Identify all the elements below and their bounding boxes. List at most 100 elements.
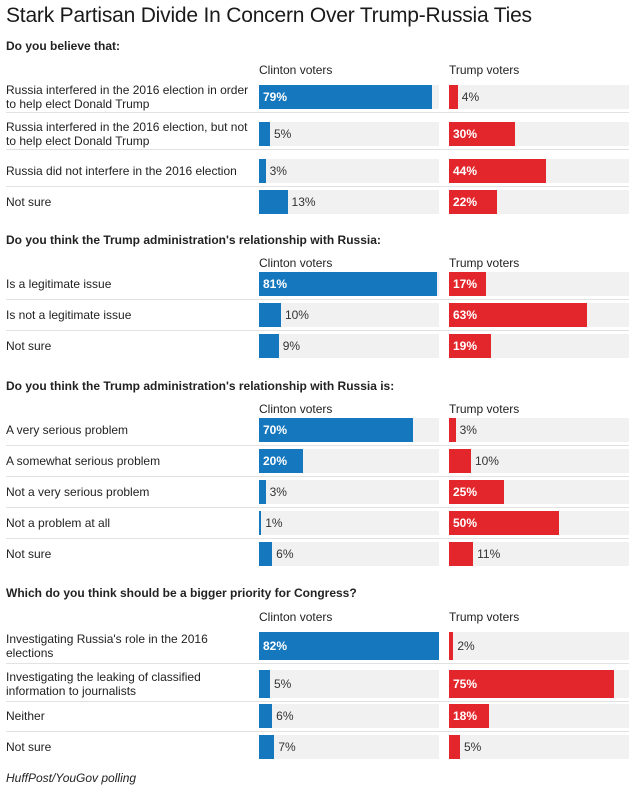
bar-track: 9% (259, 334, 439, 358)
trump-bar (449, 511, 559, 535)
category-label: Russia interfered in the 2016 election, … (6, 120, 248, 148)
bar-track: 63% (449, 303, 629, 327)
bar-track: 79% (259, 85, 439, 109)
question-title: Do you think the Trump administration's … (6, 379, 395, 393)
clinton-bar (259, 449, 303, 473)
bar-track: 17% (449, 272, 629, 296)
series-header-trump: Trump voters (449, 63, 520, 77)
value-label: 4% (461, 90, 480, 104)
table-row: Russia interfered in the 2016 election, … (6, 119, 629, 149)
clinton-bar (259, 511, 262, 535)
chart-title: Stark Partisan Divide In Concern Over Tr… (6, 4, 532, 27)
trump-bar (449, 159, 546, 183)
trump-bar (449, 303, 588, 327)
trump-bar (449, 85, 458, 109)
row-divider (6, 663, 629, 664)
value-label: 9% (282, 339, 301, 353)
value-label: 81% (263, 277, 288, 291)
bar-track: 4% (449, 85, 629, 109)
bar-track: 10% (449, 449, 629, 473)
table-row: Not sure 13% 22% (6, 187, 629, 217)
bar-track: 3% (449, 418, 629, 442)
trump-bar (449, 704, 489, 728)
clinton-bar (259, 334, 279, 358)
table-row: Neither 6% 18% (6, 701, 629, 731)
row-divider (6, 445, 629, 446)
value-label: 3% (269, 485, 287, 499)
trump-bar (449, 122, 515, 146)
bar-track: 6% (259, 704, 439, 728)
value-label: 7% (278, 740, 296, 754)
bar-track: 70% (259, 418, 439, 442)
bar-track: 81% (259, 272, 439, 296)
series-header-trump: Trump voters (449, 402, 520, 416)
table-row: Not a problem at all 1% 50% (6, 508, 629, 538)
series-header-trump: Trump voters (449, 256, 520, 270)
category-label: A very serious problem (6, 423, 129, 437)
row-divider (6, 538, 629, 539)
value-label: 22% (453, 195, 478, 209)
series-header-clinton: Clinton voters (259, 256, 333, 270)
value-label: 79% (263, 90, 288, 104)
row-divider (6, 299, 629, 300)
bar-track: 19% (449, 334, 629, 358)
bar-track: 75% (449, 670, 629, 698)
value-label: 3% (269, 164, 287, 178)
value-label: 10% (474, 454, 499, 468)
bar-track: 82% (259, 632, 439, 660)
bar-track: 50% (449, 511, 629, 535)
category-label: Not a problem at all (6, 516, 111, 530)
row-divider (6, 476, 629, 477)
trump-bar (449, 418, 456, 442)
value-label: 19% (453, 339, 478, 353)
row-divider (6, 186, 629, 187)
value-label: 17% (453, 277, 478, 291)
trump-bar (449, 735, 460, 759)
clinton-bar (259, 735, 275, 759)
bar-track: 1% (259, 511, 439, 535)
series-header-clinton: Clinton voters (259, 63, 333, 77)
value-label: 30% (453, 127, 478, 141)
row-divider (6, 112, 629, 113)
table-row: Is not a legitimate issue 10% 63% (6, 300, 629, 330)
category-label: Russia did not interfere in the 2016 ele… (6, 164, 237, 178)
trump-bar (449, 670, 614, 698)
value-label: 20% (263, 454, 288, 468)
bar-track: 5% (259, 122, 439, 146)
bar-track: 7% (259, 735, 439, 759)
row-divider (6, 507, 629, 508)
trump-bar (449, 272, 487, 296)
value-label: 2% (457, 639, 475, 653)
bar-track: 10% (259, 303, 439, 327)
clinton-bar (259, 190, 288, 214)
question-title: Which do you think should be a bigger pr… (6, 586, 357, 600)
source-note: HuffPost/YouGov polling (6, 771, 137, 785)
value-label: 11% (477, 547, 501, 561)
bar-track: 3% (259, 159, 439, 183)
bar-track: 30% (449, 122, 629, 146)
table-row: Is a legitimate issue 81% 17% (6, 269, 629, 299)
question-title: Do you think the Trump administration's … (6, 233, 381, 247)
value-label: 5% (273, 677, 292, 691)
category-label: Not sure (6, 740, 52, 754)
trump-bar (449, 542, 474, 566)
bar-track: 25% (449, 480, 629, 504)
clinton-bar (259, 159, 266, 183)
table-row: Russia interfered in the 2016 election i… (6, 82, 629, 112)
table-row: Not sure 6% 11% (6, 539, 629, 569)
value-label: 5% (273, 127, 292, 141)
table-row: Russia did not interfere in the 2016 ele… (6, 156, 629, 186)
category-label: Neither (6, 709, 45, 723)
bar-track: 5% (259, 670, 439, 698)
series-header-trump: Trump voters (449, 610, 520, 624)
value-label: 10% (284, 308, 309, 322)
bar-track: 3% (259, 480, 439, 504)
question-title: Do you believe that: (6, 39, 121, 53)
series-header-clinton: Clinton voters (259, 402, 333, 416)
category-label: Is not a legitimate issue (6, 308, 132, 322)
value-label: 6% (276, 547, 294, 561)
category-label: Investigating the leaking of classified … (6, 670, 201, 698)
category-label: A somewhat serious problem (6, 454, 161, 468)
value-label: 5% (463, 740, 482, 754)
row-divider (6, 701, 629, 702)
